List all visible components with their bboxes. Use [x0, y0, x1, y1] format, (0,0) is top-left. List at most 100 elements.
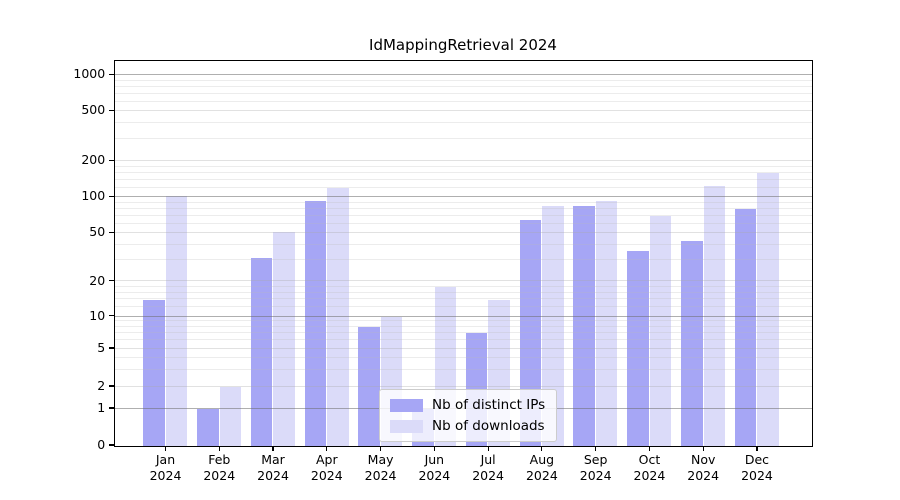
x-tick-label-month: Oct — [638, 452, 661, 467]
y-tick-label-1000: 1000 — [73, 66, 106, 82]
legend-item-distinct-ips: Nb of distinct IPs — [390, 397, 545, 413]
x-tick-label-sep: Sep 2024 — [564, 452, 628, 483]
x-tick-label-month: Sep — [583, 452, 608, 467]
y-tick-mark-1 — [109, 407, 115, 409]
gridline-minor-40 — [115, 243, 812, 245]
x-tick-mark-nov — [702, 446, 704, 452]
gridline-minor-800 — [115, 85, 812, 87]
gridline-minor-60 — [115, 222, 812, 224]
x-tick-label-month: Aug — [529, 452, 555, 467]
bar-distinct-ips-feb — [197, 409, 219, 446]
bar-downloads-jan — [165, 196, 188, 446]
plot-area — [114, 60, 813, 447]
x-tick-mark-oct — [648, 446, 651, 452]
x-tick-label-mar: Mar 2024 — [241, 452, 305, 483]
bar-distinct-ips-may — [358, 327, 380, 446]
x-tick-label-apr: Apr 2024 — [295, 452, 359, 483]
x-tick-label-year: 2024 — [525, 467, 558, 483]
gridline-20 — [115, 280, 812, 282]
y-tick-label-500: 500 — [81, 102, 106, 118]
gridline-minor-6 — [115, 339, 812, 341]
gridline-minor-900 — [115, 79, 812, 81]
gridline-minor-140 — [115, 178, 812, 180]
bar-distinct-ips-nov — [681, 241, 703, 446]
y-tick-mark-5 — [109, 347, 115, 349]
bar-distinct-ips-sep — [573, 206, 595, 446]
x-tick-label-month: Apr — [315, 452, 338, 467]
chart-title: IdMappingRetrieval 2024 — [369, 36, 557, 54]
x-tick-label-year: 2024 — [310, 467, 343, 483]
x-tick-label-year: 2024 — [257, 467, 289, 483]
gridline-100 — [115, 196, 812, 198]
x-tick-label-jan: Jan 2024 — [134, 452, 198, 483]
x-tick-label-oct: Oct 2024 — [617, 452, 681, 483]
y-tick-label-2: 2 — [97, 378, 106, 393]
gridline-minor-9 — [115, 320, 812, 322]
gridline-minor-18 — [115, 285, 812, 287]
gridline-5 — [115, 347, 812, 349]
bar-downloads-apr — [327, 187, 349, 446]
x-tick-label-month: Dec — [744, 452, 770, 467]
bar-downloads-sep — [595, 201, 618, 446]
y-tick-mark-1000 — [109, 73, 115, 75]
gridline-minor-90 — [115, 201, 812, 203]
y-tick-label-0: 0 — [97, 437, 106, 452]
gridline-minor-300 — [115, 137, 812, 139]
x-tick-label-year: 2024 — [579, 467, 612, 483]
gridline-minor-14 — [115, 298, 812, 300]
x-tick-mark-jul — [487, 446, 489, 452]
x-tick-mark-dec — [756, 446, 758, 452]
y-tick-label-10: 10 — [89, 307, 106, 323]
bar-downloads-aug — [542, 205, 564, 446]
gridline-minor-160 — [115, 171, 812, 173]
bar-downloads-oct — [649, 215, 672, 446]
y-tick-mark-0 — [109, 444, 115, 446]
legend-swatch-downloads-icon — [390, 419, 423, 433]
x-tick-label-month: May — [367, 452, 394, 467]
x-tick-label-year: 2024 — [687, 467, 720, 483]
y-tick-label-100: 100 — [81, 188, 106, 204]
legend-item-downloads: Nb of downloads — [390, 418, 545, 434]
gridline-2 — [115, 385, 812, 387]
gridline-minor-30 — [115, 258, 812, 260]
gridline-minor-80 — [115, 207, 812, 209]
x-tick-label-nov: Nov 2024 — [671, 452, 735, 483]
x-tick-label-month: Nov — [690, 452, 716, 467]
gridline-minor-600 — [115, 100, 812, 102]
x-tick-mark-jun — [433, 446, 435, 452]
x-tick-mark-jan — [164, 446, 167, 452]
legend-label-distinct-ips: Nb of distinct IPs — [432, 397, 546, 413]
x-tick-mark-apr — [326, 446, 328, 452]
x-tick-label-dec: Dec 2024 — [725, 452, 789, 483]
legend-label-downloads: Nb of downloads — [432, 418, 545, 434]
x-tick-label-year: 2024 — [203, 467, 236, 483]
x-tick-label-jun: Jun 2024 — [402, 452, 466, 483]
y-tick-mark-100 — [109, 195, 115, 197]
x-tick-label-month: Jul — [480, 452, 496, 467]
gridline-50 — [115, 232, 812, 234]
gridline-minor-70 — [115, 214, 812, 216]
bar-distinct-ips-mar — [250, 258, 273, 446]
x-tick-label-month: Mar — [261, 452, 285, 467]
gridline-minor-180 — [115, 165, 812, 167]
x-tick-mark-may — [379, 446, 382, 452]
x-tick-label-year: 2024 — [472, 467, 505, 483]
y-tick-label-20: 20 — [89, 272, 106, 288]
x-tick-label-jul: Jul 2024 — [456, 452, 520, 483]
y-tick-label-50: 50 — [89, 224, 106, 240]
bar-distinct-ips-dec — [734, 208, 757, 446]
gridline-minor-400 — [115, 122, 812, 124]
bar-distinct-ips-oct — [627, 250, 649, 446]
gridline-minor-7 — [115, 332, 812, 334]
x-tick-label-may: May 2024 — [349, 452, 413, 483]
x-tick-label-month: Jan — [155, 452, 176, 467]
y-tick-mark-20 — [109, 279, 115, 282]
bar-downloads-mar — [273, 232, 295, 446]
y-tick-label-1: 1 — [97, 400, 106, 415]
gridline-minor-8 — [115, 325, 812, 327]
x-tick-label-feb: Feb 2024 — [187, 452, 251, 483]
legend-swatch-distinct-ips-icon — [390, 398, 423, 412]
gridline-1000 — [115, 74, 812, 76]
gridline-minor-16 — [115, 291, 812, 293]
